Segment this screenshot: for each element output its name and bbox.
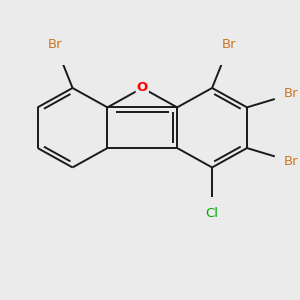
- Text: Br: Br: [284, 155, 299, 168]
- Text: Br: Br: [284, 88, 299, 100]
- Text: Cl: Cl: [206, 208, 219, 220]
- Text: Br: Br: [222, 38, 237, 51]
- Text: Br: Br: [48, 38, 63, 51]
- Text: O: O: [137, 82, 148, 94]
